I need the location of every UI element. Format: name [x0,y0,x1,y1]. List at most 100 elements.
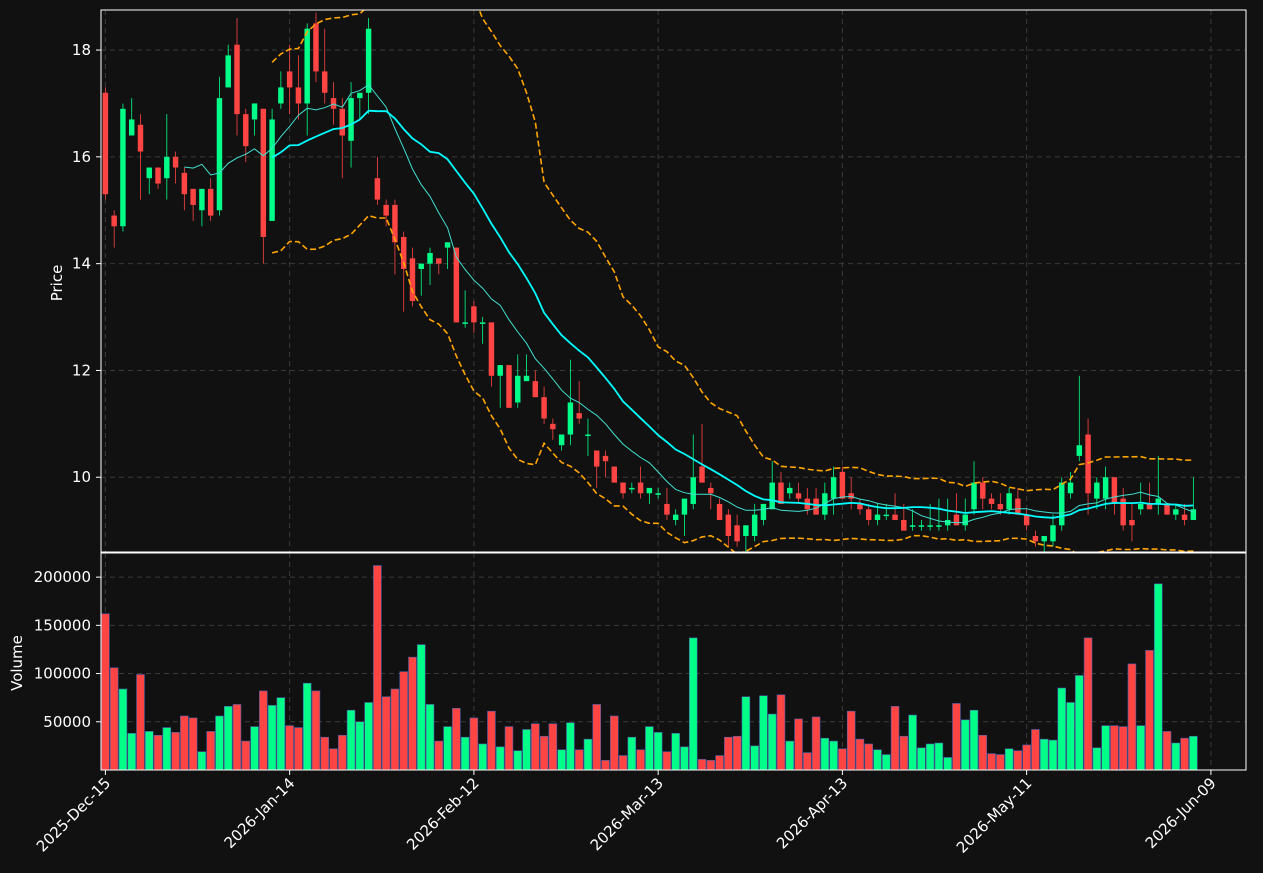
volume-bar [829,740,838,770]
volume-bar [469,717,479,770]
candle-body [1164,503,1170,515]
price-tick-label: 18 [72,41,91,59]
candle-body [1006,493,1012,510]
candle-body [1059,482,1065,526]
candle-body [190,188,196,205]
candle-body [120,108,126,227]
candle-body [225,55,231,88]
price-tick-label: 14 [72,255,91,273]
candle-body [1190,509,1197,520]
candle-body [988,498,995,504]
volume-bar [1083,637,1093,770]
volume-bar [785,740,795,770]
candle-body [778,482,784,504]
volume-bar [1031,729,1040,770]
volume-tick-label: 50000 [43,713,91,731]
candle-body [830,477,837,499]
candle-body [576,413,582,419]
volume-bars [101,565,1198,770]
candle-body [374,178,381,200]
volume-bar [750,745,759,770]
candle-body [523,375,530,382]
volume-bar [452,707,461,770]
candle-body [111,215,117,227]
volume-bar [978,734,988,770]
volume-bar [1092,747,1102,770]
candle-body [690,477,696,504]
volume-bar [495,746,505,770]
volume-bar [276,697,286,770]
volume-bar [987,753,996,770]
volume-bar [329,748,338,770]
volume-panel: 50000 100000 150000 200000 [34,552,1247,771]
candle-body [199,188,205,211]
volume-bar [1118,726,1128,770]
moving-average-long-line [271,109,1194,519]
candle-body [699,466,705,483]
volume-bar [381,696,391,770]
volume-bar [1075,675,1084,770]
volume-bar [890,706,900,770]
candle-body [322,71,328,93]
candle-body [436,258,442,264]
volume-bar [443,726,452,770]
candles [102,12,1197,552]
candle-body [839,471,846,499]
candle-body [962,514,968,526]
candle-body [295,87,302,104]
candle-body [462,322,468,324]
volume-bar [610,715,619,770]
candle-body [708,487,714,494]
volume-bar [934,742,944,770]
candle-body [866,509,872,520]
volume-bar [864,743,873,770]
price-tick-label: 10 [72,468,91,486]
candle-body [1181,514,1188,520]
candle-body [1041,535,1047,542]
volume-bar [873,749,882,770]
candle-body [1155,498,1161,504]
candle-body [471,306,477,323]
candle-body [901,519,907,531]
candle-body [874,514,881,520]
candle-body [655,493,661,495]
candle-body [997,503,1004,510]
volume-bar [522,729,531,770]
volume-bar [732,735,742,770]
volume-bar [855,738,865,770]
candle-body [286,71,293,88]
candle-body [1094,482,1100,499]
candle-body [146,167,152,179]
volume-bar [996,754,1005,770]
candle-body [848,493,854,499]
volume-bar [101,613,110,770]
volume-bar [1022,744,1031,770]
volume-bar [215,715,224,770]
volume-bar [1162,731,1172,770]
candle-body [1015,498,1021,515]
candle-body [716,503,723,520]
candle-body [515,375,521,403]
candle-body [313,23,319,72]
candle-body [620,482,626,494]
volume-bar [408,656,417,770]
candle-body [585,434,591,437]
volume-bar [715,755,724,770]
price-panel: 10 12 14 16 18 [72,9,1247,553]
candle-body [278,87,284,104]
candle-body [137,124,144,152]
candle-body [567,402,574,435]
volume-bar [127,733,136,770]
candle-body [980,482,986,499]
candle-body [751,514,758,536]
volume-bar [259,690,268,770]
volume-bar [618,755,628,770]
candle-body [787,487,793,494]
volume-bar [741,696,751,770]
volume-bar [680,746,689,770]
candle-body [488,322,495,376]
volume-bar [197,751,207,770]
volume-bar [943,757,952,770]
volume-bar [487,710,496,770]
